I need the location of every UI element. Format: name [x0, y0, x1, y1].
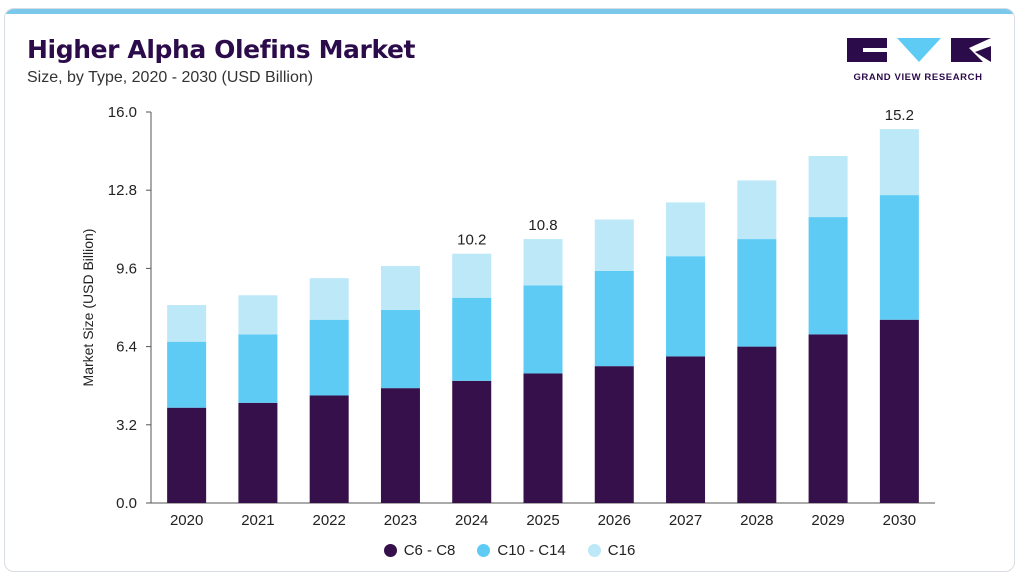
y-tick-label: 16.0	[108, 104, 137, 121]
x-tick-label: 2028	[740, 512, 773, 529]
bar-c10-c14-2025	[523, 285, 563, 374]
bar-c10-c14-2024	[452, 297, 492, 381]
legend-item-c6-c8: C6 - C8	[383, 542, 456, 559]
y-tick-label: 0.0	[116, 495, 137, 512]
bar-c16-2020	[167, 305, 207, 342]
y-tick-label: 3.2	[116, 417, 137, 434]
bar-c16-2022	[309, 278, 349, 320]
y-tick-label: 12.8	[108, 182, 137, 199]
x-tick-label: 2024	[455, 512, 488, 529]
legend-swatch-c10-c14	[477, 544, 491, 557]
bar-c6-c8-2026	[594, 366, 634, 503]
x-tick-label: 2023	[384, 512, 417, 529]
chart-legend: C6 - C8 C10 - C14 C16	[5, 542, 1014, 559]
bar-c16-2021	[238, 295, 278, 335]
total-data-label: 15.2	[885, 107, 914, 124]
x-tick-label: 2030	[883, 512, 916, 529]
x-tick-label: 2020	[170, 512, 203, 529]
x-tick-label: 2026	[598, 512, 631, 529]
bar-c10-c14-2026	[594, 270, 634, 367]
bar-c16-2025	[523, 239, 563, 286]
gvr-logo-mark	[847, 38, 991, 62]
legend-label-c16: C16	[607, 542, 636, 559]
bar-c10-c14-2021	[238, 334, 278, 403]
bar-c6-c8-2021	[238, 402, 278, 503]
legend-swatch-c6-c8	[383, 544, 397, 557]
bar-c10-c14-2027	[666, 256, 706, 357]
y-tick-label: 6.4	[116, 339, 137, 356]
legend-swatch-c16	[587, 544, 601, 557]
bar-c16-2029	[808, 155, 848, 218]
bar-c6-c8-2022	[309, 395, 349, 503]
chart-subtitle: Size, by Type, 2020 - 2030 (USD Billion)	[27, 69, 314, 86]
legend-label-c10-c14: C10 - C14	[497, 542, 566, 559]
bar-c16-2030	[879, 129, 919, 196]
bar-c10-c14-2022	[309, 319, 349, 396]
bar-c10-c14-2030	[879, 195, 919, 320]
bar-c16-2023	[380, 265, 420, 310]
bar-c10-c14-2020	[167, 341, 207, 408]
stacked-bar-chart: 0.0 3.2 6.4 9.6 12.8 16.0 Market Size (USD Bil…	[80, 104, 935, 529]
x-tick-label: 2029	[811, 512, 844, 529]
total-data-label: 10.8	[528, 217, 557, 234]
bar-c6-c8-2024	[452, 380, 492, 503]
y-tick-label: 9.6	[116, 260, 137, 277]
x-tick-label: 2025	[526, 512, 559, 529]
top-accent-rule	[5, 9, 1014, 14]
legend-item-c10-c14: C10 - C14	[477, 542, 566, 559]
bar-c6-c8-2029	[808, 334, 848, 503]
legend-label-c6-c8: C6 - C8	[403, 542, 456, 559]
x-tick-label: 2022	[312, 512, 345, 529]
bar-c6-c8-2023	[380, 388, 420, 503]
grand-view-research-logo: GRAND VIEW RESEARCH	[845, 35, 995, 85]
y-axis-label: Market Size (USD Billion)	[80, 229, 96, 387]
legend-item-c16: C16	[587, 542, 636, 559]
bar-c16-2026	[594, 219, 634, 271]
chart-card: Higher Alpha Olefins Market Size, by Typ…	[4, 8, 1015, 572]
total-data-label: 10.2	[457, 232, 486, 249]
x-tick-label: 2027	[669, 512, 702, 529]
bar-c6-c8-2020	[167, 407, 207, 503]
bar-c16-2027	[666, 202, 706, 257]
chart-title: Higher Alpha Olefins Market	[27, 35, 416, 64]
logo-text: GRAND VIEW RESEARCH	[853, 72, 983, 83]
bar-c6-c8-2028	[737, 346, 777, 503]
bar-c16-2024	[452, 253, 492, 298]
bar-c6-c8-2027	[666, 356, 706, 503]
bar-c10-c14-2029	[808, 217, 848, 335]
bar-c6-c8-2030	[879, 319, 919, 503]
bar-c10-c14-2028	[737, 239, 777, 347]
x-tick-label: 2021	[241, 512, 274, 529]
bar-c16-2028	[737, 180, 777, 240]
bar-c6-c8-2025	[523, 373, 563, 503]
bar-c10-c14-2023	[380, 309, 420, 389]
